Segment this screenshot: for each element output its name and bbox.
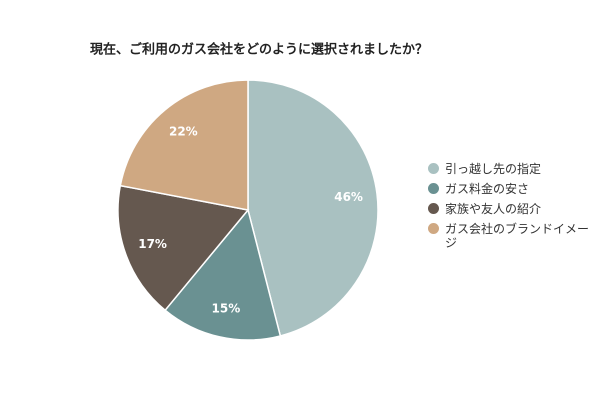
pie-slice	[119, 79, 249, 211]
pie-slice	[117, 184, 250, 312]
legend: 引っ越し先の指定 ガス料金の安さ 家族や友人の紹介ガス会社のブランドイメージ	[428, 162, 598, 256]
legend-label: ガス会社のブランドイメージ	[445, 222, 590, 250]
legend-swatch	[428, 183, 439, 194]
legend-item: 家族や友人の紹介	[428, 202, 598, 216]
data-label: 22%	[169, 124, 198, 138]
legend-item: 引っ越し先の指定	[428, 162, 598, 176]
legend-item: ガス料金の安さ	[428, 182, 598, 196]
data-label: 15%	[212, 301, 241, 315]
legend-label: 引っ越し先の指定	[445, 162, 542, 176]
legend-label: ガス料金の安さ	[445, 182, 530, 196]
legend-swatch	[428, 223, 439, 234]
pie-slice	[164, 208, 282, 341]
data-label: 46%	[334, 190, 363, 204]
pie-slice	[247, 79, 379, 337]
data-label: 17%	[138, 237, 167, 251]
legend-swatch	[428, 163, 439, 174]
legend-swatch	[428, 203, 439, 214]
legend-label: 家族や友人の紹介	[445, 202, 542, 216]
chart-title: 現在、ご利用のガス会社をどのように選択されましたか？	[90, 42, 428, 58]
legend-item: ガス会社のブランドイメージ	[428, 222, 598, 250]
